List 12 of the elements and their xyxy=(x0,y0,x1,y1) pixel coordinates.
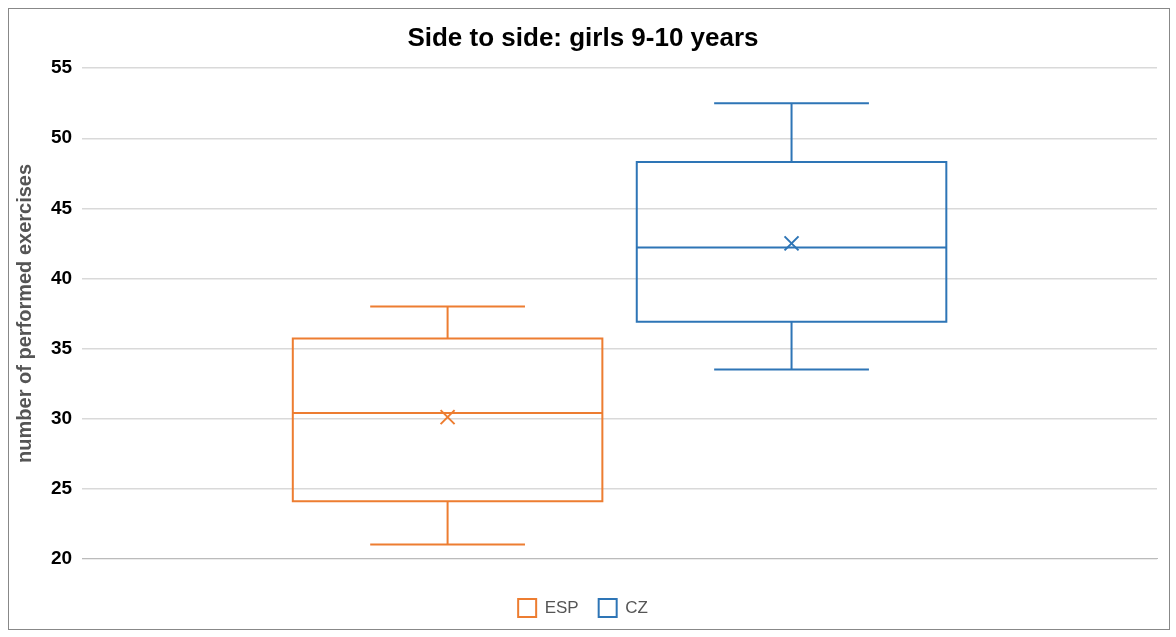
legend-label: CZ xyxy=(625,597,648,617)
y-tick-label: 25 xyxy=(50,476,73,498)
y-axis-title: number of performed exercises xyxy=(12,163,35,463)
y-tick-label: 30 xyxy=(50,406,73,428)
legend-label: ESP xyxy=(544,597,579,617)
y-tick-label: 20 xyxy=(50,546,73,568)
y-tick-label: 45 xyxy=(50,196,73,218)
chart-title: Side to side: girls 9-10 years xyxy=(407,21,759,52)
y-tick-label: 55 xyxy=(50,56,73,78)
y-tick-label: 35 xyxy=(50,336,73,358)
y-tick-label: 50 xyxy=(50,126,73,148)
y-tick-label: 40 xyxy=(50,266,73,288)
